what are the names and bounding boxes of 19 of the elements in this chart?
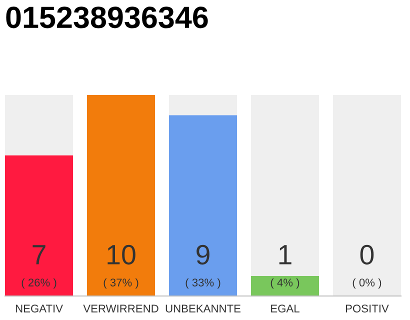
x-tick-label: POSITIV: [346, 304, 389, 312]
bar: [250, 276, 320, 296]
data-label: 7 ( 26% ): [22, 245, 56, 289]
bar: [5, 95, 74, 156]
x-tick-label: UNBEKANNTE: [166, 304, 240, 312]
bar: [5, 155, 74, 296]
chart-title: 015238936346: [6, 6, 208, 28]
x-tick-label: NEGATIV: [16, 304, 63, 312]
data-label: 10 ( 37% ): [104, 244, 138, 289]
bar: [86, 95, 156, 296]
annotation: 0 ( 0% ): [352, 244, 382, 289]
data-label: 9 ( 33% ): [186, 244, 220, 289]
x-tick-label: VERWIRREND: [83, 304, 158, 312]
x-tick-label: EGAL: [271, 304, 300, 312]
data-label: 1 ( 4% ): [270, 245, 300, 289]
bar: [168, 95, 238, 116]
bar: [250, 95, 320, 276]
bar: [332, 95, 401, 296]
bar: [168, 115, 238, 296]
